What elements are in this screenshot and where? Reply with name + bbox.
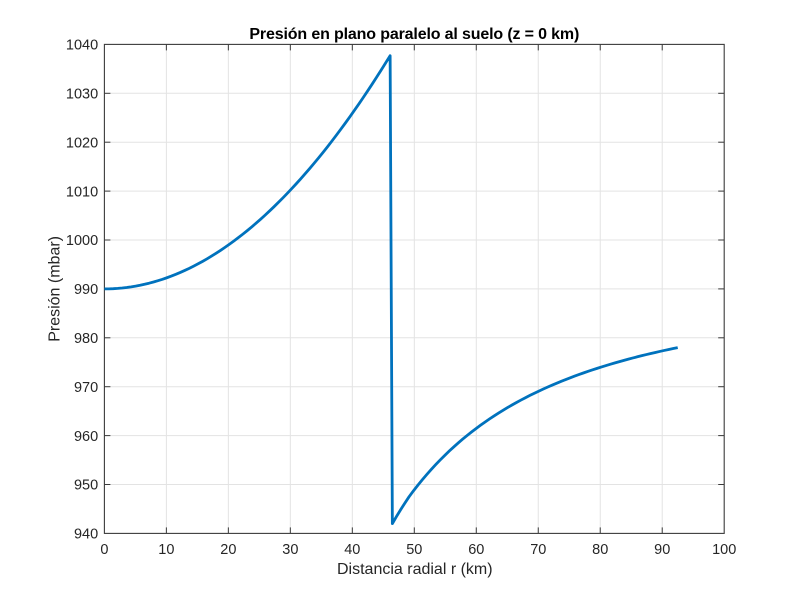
svg-text:70: 70 [530,542,546,558]
svg-text:20: 20 [220,542,236,558]
svg-text:1030: 1030 [66,87,98,103]
svg-text:30: 30 [282,542,298,558]
svg-text:Distancia radial r (km): Distancia radial r (km) [337,561,493,578]
svg-text:10: 10 [158,542,174,558]
svg-text:990: 990 [74,282,98,298]
svg-text:100: 100 [712,542,736,558]
svg-text:0: 0 [100,542,108,558]
svg-text:50: 50 [406,542,422,558]
svg-text:90: 90 [654,542,670,558]
svg-text:Presión (mbar): Presión (mbar) [47,236,64,342]
svg-text:1020: 1020 [66,135,98,151]
svg-text:40: 40 [344,542,360,558]
svg-text:950: 950 [74,478,98,494]
svg-text:1010: 1010 [66,184,98,200]
svg-text:80: 80 [592,542,608,558]
svg-text:970: 970 [74,380,98,396]
svg-text:Presión en plano paralelo al s: Presión en plano paralelo al suelo (z = … [249,26,579,43]
svg-text:60: 60 [468,542,484,558]
svg-text:980: 980 [74,331,98,347]
svg-text:940: 940 [74,527,98,543]
svg-text:1040: 1040 [66,38,98,54]
svg-text:960: 960 [74,429,98,445]
svg-text:1000: 1000 [66,233,98,249]
